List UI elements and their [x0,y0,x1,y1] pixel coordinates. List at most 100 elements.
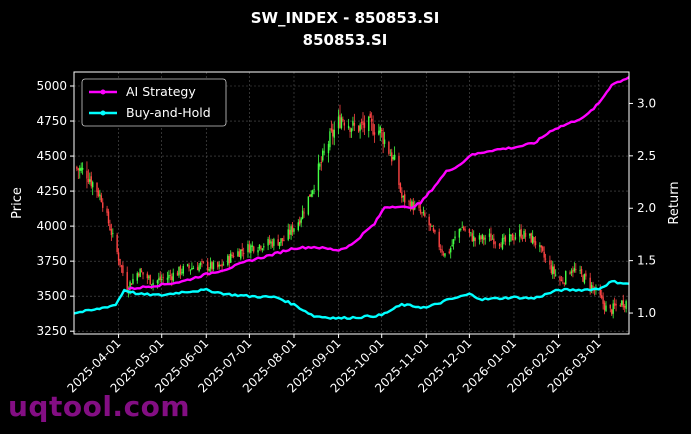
candle-body [470,232,472,234]
candle-body [454,236,456,239]
left-y-axis: 3250 3500 3750 4000 4250 4500 4750 5000 [36,79,74,338]
candle-body [186,264,189,266]
candle-body [625,301,627,309]
candle-body [534,241,537,246]
candle-body [283,240,285,242]
candle-body [478,235,481,240]
legend-label-ai-strategy: AI Strategy [126,84,196,99]
y2-tick-label: 2.5 [637,149,656,163]
y2-tick-label: 3.0 [637,96,656,110]
candle-body [178,266,180,276]
candle-body [270,241,272,244]
candle-body [619,304,622,307]
candle-body [352,120,354,126]
candle-body [291,225,294,233]
candle-body [613,303,616,306]
candle-body [148,276,150,278]
candle-body [422,211,425,214]
candle-body [360,122,363,123]
y-tick-label: 5000 [36,79,67,93]
candle-body [432,227,435,231]
candle-body [149,274,151,285]
candle-body [464,229,466,231]
candle-body [330,128,333,131]
candle-body [575,269,577,271]
candle-body [120,265,123,267]
candle-body [89,179,91,182]
candlestick-series [76,104,627,319]
candle-body [136,273,138,281]
candle-body [383,139,386,144]
candle-body [569,272,571,275]
candle-body [511,233,514,241]
candle-body [253,246,255,252]
candle-body [539,245,541,247]
candle-body [388,141,390,154]
candle-body [605,305,607,312]
candle-body [150,284,153,286]
candle-body [510,234,512,236]
candle-body [609,304,612,309]
candle-body [343,122,346,126]
candle-body [232,255,235,257]
candle-body [373,132,376,135]
candle-body [182,265,184,274]
candle-body [603,302,606,311]
candle-body [96,182,98,193]
candle-body [209,262,212,269]
candle-body [362,121,364,126]
candle-body [542,246,544,251]
candle-body [392,157,394,160]
candle-body [439,248,442,250]
candle-body [493,238,495,245]
y2-tick-label: 1.0 [637,306,656,320]
y2-axis-label: Return [667,181,682,224]
candle-body [162,277,164,279]
y-tick-label: 4500 [36,149,67,163]
candle-body [307,196,310,215]
candle-body [444,253,446,257]
candle-body [380,129,383,132]
candle-body [409,201,412,210]
candle-body [238,251,241,257]
candle-body [560,279,563,282]
candle-body [372,123,374,135]
legend-marker-buy-and-hold [100,110,106,116]
candle-body [339,114,341,128]
candle-body [565,271,567,285]
candle-body [222,264,225,266]
candle-body [172,272,174,282]
candle-body [322,150,324,161]
candle-body [602,297,604,304]
candle-body [513,239,515,241]
series-line-buy-and-hold [73,279,630,320]
candle-body [543,251,545,258]
candle-body [106,208,108,213]
candle-body [359,124,361,131]
candle-body [429,223,432,226]
candle-body [329,131,331,148]
candle-body [332,129,334,137]
candle-body [99,194,101,197]
candle-body [263,246,265,248]
candle-body [251,245,253,247]
candle-body [76,166,78,169]
candle-body [242,252,245,254]
candle-body [347,125,350,129]
candle-body [521,237,524,239]
watermark: uqtool.com [8,390,191,423]
candle-body [333,129,335,138]
candle-body [434,229,436,233]
right-y-axis: 1.0 1.5 2.0 2.5 3.0 [629,96,656,320]
candle-body [116,234,118,253]
candle-body [218,264,220,267]
candle-body [494,242,496,244]
candle-body [544,258,547,260]
candle-body [393,154,396,160]
candle-body [481,234,484,240]
candle-body [452,239,455,245]
candle-body [428,216,430,226]
candle-body [142,272,144,275]
candle-body [490,233,492,241]
